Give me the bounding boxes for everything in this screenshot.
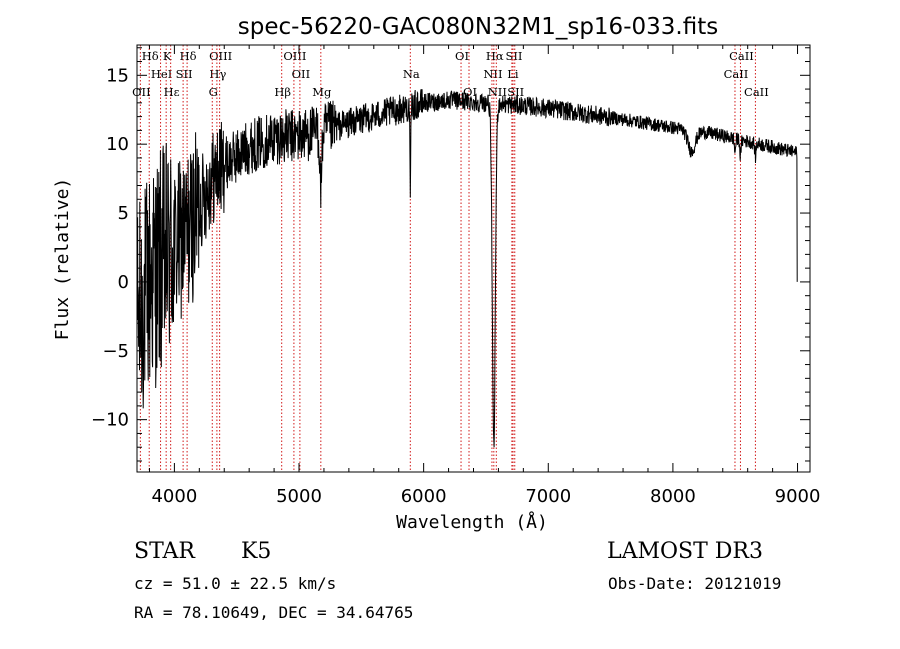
spectral-line-label: NII (488, 85, 507, 99)
spectral-line-label: K (163, 49, 172, 63)
spectral-line-label: Hδ (142, 49, 159, 63)
y-axis-label: Flux (relative) (52, 178, 73, 341)
survey-name: LAMOST DR3 (607, 539, 763, 564)
x-tick-label: 7000 (525, 486, 571, 507)
observation-date: Obs-Date: 20121019 (608, 574, 782, 593)
spectral-line-label: SII (176, 67, 193, 81)
spectral-line-label: Mg (312, 85, 332, 99)
object-class: STAR (134, 539, 195, 564)
y-tick-label: 15 (106, 65, 129, 86)
spectral-line-label: CaII (744, 85, 769, 99)
spectral-line-label: HeI (151, 67, 172, 81)
object-subclass: K5 (241, 539, 272, 564)
y-tick-label: −10 (91, 410, 129, 431)
spectral-line-label: CaII (729, 49, 754, 63)
axis-ticks-layer: 4000 5000 6000 7000 8000 9000 −10 −5 0 5 10 15 (91, 45, 820, 507)
y-tick-label: −5 (102, 341, 129, 362)
spectral-line-label: Hα (486, 49, 504, 63)
x-tick-label: 4000 (151, 486, 197, 507)
y-tick-label: 5 (118, 203, 129, 224)
spectrum-series-line (137, 89, 798, 448)
x-tick-label: 8000 (650, 486, 696, 507)
x-axis-label: Wavelength (Å) (396, 511, 548, 533)
x-tick-label: 6000 (401, 486, 447, 507)
y-tick-label: 10 (106, 134, 129, 155)
spectral-line-label: SII (507, 85, 524, 99)
chart-title: spec-56220-GAC080N32M1_sp16-033.fits (238, 14, 718, 40)
x-tick-label: 5000 (276, 486, 322, 507)
y-tick-label: 0 (118, 272, 129, 293)
spectral-line-label: SII (506, 49, 523, 63)
spectral-line-label: OIII (209, 49, 232, 63)
spectral-line-label: Hβ (274, 85, 291, 99)
spectral-line-label: OII (132, 85, 151, 99)
redshift-cz: cz = 51.0 ± 22.5 km/s (134, 574, 337, 593)
spectral-line-label: NII (483, 67, 502, 81)
spectral-line-label: Hδ (180, 49, 197, 63)
spectral-line-label: CaII (724, 67, 749, 81)
spectral-line-label: OI (455, 49, 469, 63)
spectral-line-label: Li (507, 67, 519, 81)
x-tick-label: 9000 (775, 486, 821, 507)
spectral-line-label: OIII (283, 49, 306, 63)
spectral-line-label: G (209, 85, 218, 99)
plot-frame (136, 44, 811, 473)
spectral-line-label: OII (292, 67, 311, 81)
ra-dec-coordinates: RA = 78.10649, DEC = 34.64765 (134, 603, 414, 622)
spectral-line-label: Hε (164, 85, 180, 99)
spectral-line-label: Hγ (209, 67, 226, 81)
spectral-line-label: Na (403, 67, 420, 81)
